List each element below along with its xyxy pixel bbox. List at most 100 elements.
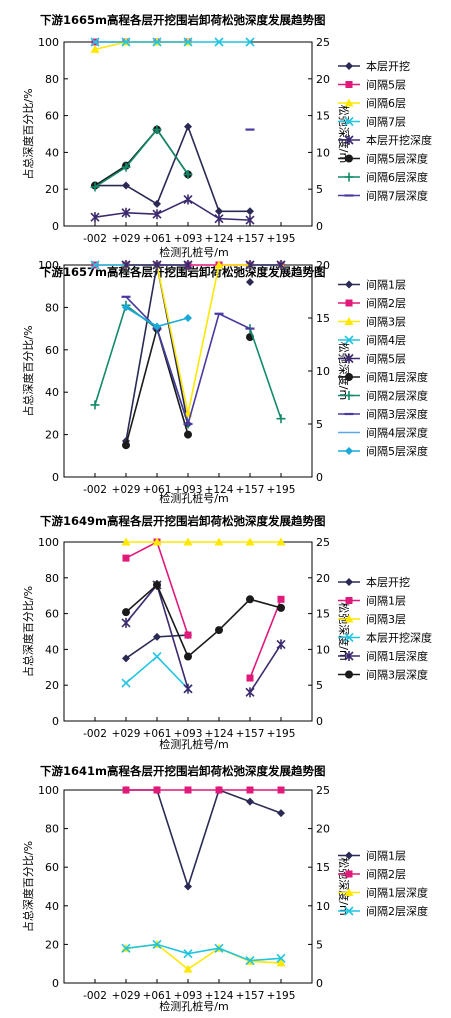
data-point [152, 125, 162, 135]
series-line [125, 943, 282, 962]
legend-item: 间隔1层深度 [338, 886, 428, 900]
y2-tick-label: 15 [316, 608, 330, 621]
y-tick-label: 20 [45, 679, 59, 692]
data-point [90, 212, 100, 223]
series-5 [121, 579, 286, 698]
data-point [276, 537, 286, 546]
data-point [276, 958, 286, 967]
series-4 [121, 939, 286, 966]
series-line [94, 303, 189, 425]
y-tick-label: 100 [38, 259, 59, 272]
y2-axis-label: 松弛深度/m [337, 602, 351, 660]
y-axis-label: 占总深度百分比/% [21, 88, 35, 179]
legend-item: 间隔5层 [338, 79, 406, 92]
data-point [90, 400, 100, 410]
series-7 [90, 125, 193, 192]
legend-label: 间隔2层深度 [366, 389, 428, 403]
legend-item: 间隔1层 [338, 850, 406, 863]
data-point [276, 260, 286, 270]
x-tick-label: +093 [174, 728, 203, 740]
data-point [122, 554, 130, 562]
data-point [276, 414, 286, 424]
data-point [183, 37, 193, 47]
data-point [121, 162, 131, 172]
data-point [152, 260, 162, 270]
data-point [245, 215, 255, 226]
legend-item: 间隔1层深度 [338, 370, 428, 384]
y2-tick-label: 25 [316, 36, 330, 49]
data-point [277, 603, 285, 612]
x-tick-label: +157 [236, 990, 265, 1002]
x-tick-label: +157 [236, 728, 265, 740]
legend-label: 间隔6层深度 [366, 170, 428, 184]
legend-label: 间隔6层 [366, 97, 406, 110]
data-point [245, 537, 255, 546]
legend-label: 间隔1层深度 [366, 886, 428, 900]
y-axis-label: 占总深度百分比/% [21, 841, 35, 932]
legend-marker [344, 888, 354, 896]
data-point [183, 260, 193, 270]
x-tick-label: +124 [205, 484, 234, 496]
legend-marker [345, 851, 353, 860]
y-tick-label: 80 [45, 823, 59, 836]
chart-title: 下游1649m高程各层开挖围岩卸荷松弛深度发展趋势图 [40, 514, 326, 528]
x-tick-label: +157 [236, 233, 265, 245]
legend-label: 间隔2层 [366, 868, 406, 881]
y-tick-label: 80 [45, 73, 59, 86]
legend-marker [345, 62, 353, 70]
data-point [214, 943, 224, 953]
legend-item: 间隔3层深度 [338, 407, 428, 421]
data-point [245, 687, 255, 698]
y2-tick-label: 10 [316, 643, 330, 656]
data-point [90, 260, 100, 270]
data-point [121, 260, 131, 270]
data-point [184, 882, 192, 891]
legend-marker [344, 651, 354, 661]
series-line [95, 124, 250, 213]
legend-marker [344, 135, 354, 145]
legend-item: 间隔5层深度 [338, 444, 428, 458]
y2-tick-label: 10 [316, 146, 330, 159]
legend-label: 间隔1层 [366, 279, 406, 292]
y-tick-label: 20 [45, 183, 59, 196]
y2-tick-label: 0 [316, 977, 323, 990]
y-tick-label: 0 [52, 715, 59, 728]
data-point [246, 797, 254, 806]
legend-item: 间隔2层 [338, 297, 406, 310]
y2-tick-label: 0 [316, 220, 323, 233]
data-point [215, 786, 223, 794]
data-point [121, 617, 131, 628]
data-point [121, 943, 131, 953]
data-point [183, 949, 193, 959]
x-tick-label: +093 [174, 990, 203, 1002]
y-tick-label: 20 [45, 938, 59, 951]
x-tick-label: +061 [143, 728, 172, 740]
legend-marker [345, 373, 353, 381]
y-axis-label: 占总深度百分比/% [21, 325, 35, 416]
legend-item: 本层开挖 [338, 575, 410, 589]
x-tick-label: +124 [205, 233, 234, 245]
series-3 [121, 537, 286, 546]
data-point [276, 639, 286, 650]
data-point [276, 953, 286, 963]
legend-label: 本层开挖 [366, 575, 410, 589]
data-point [152, 37, 162, 47]
y-tick-label: 40 [45, 146, 59, 159]
data-point [183, 169, 193, 179]
data-point [245, 37, 255, 47]
series-line [94, 128, 189, 188]
legend-item: 本层开挖 [338, 59, 410, 73]
legend-marker [344, 906, 354, 916]
legend-item: 间隔2层深度 [338, 904, 428, 918]
legend-marker [345, 280, 353, 289]
y-tick-label: 0 [52, 977, 59, 990]
y2-tick-label: 20 [316, 73, 330, 86]
legend-marker [345, 154, 353, 163]
series-line [94, 41, 188, 51]
data-point [90, 37, 100, 47]
y-tick-label: 60 [45, 861, 59, 874]
y2-tick-label: 5 [316, 418, 323, 431]
series-line [94, 198, 251, 221]
series-line [125, 943, 282, 971]
